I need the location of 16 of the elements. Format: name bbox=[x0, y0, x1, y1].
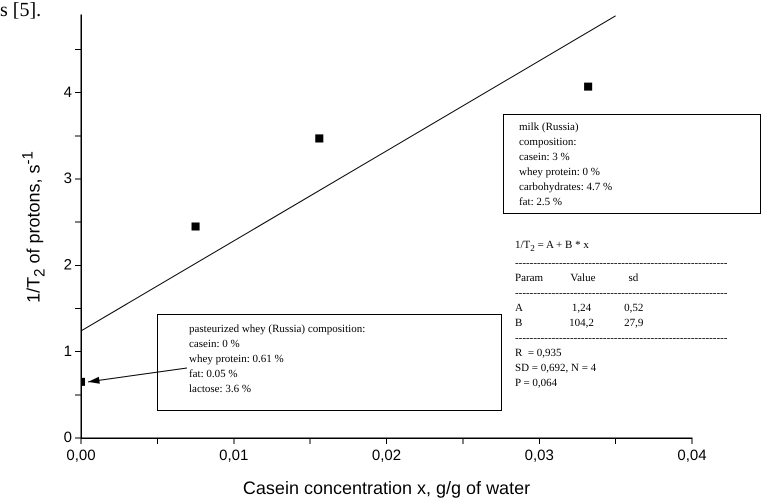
x-tick-label: 0,04 bbox=[677, 447, 707, 464]
x-axis-title: Casein concentration x, g/g of water bbox=[242, 478, 530, 498]
y-tick-label: 0 bbox=[64, 429, 72, 446]
point bbox=[584, 82, 592, 91]
y-tick-label: 3 bbox=[64, 170, 72, 188]
x-tick-label: 0,02 bbox=[372, 447, 402, 464]
text: s [5]. bbox=[0, 0, 42, 21]
x-tick-label: 0,00 bbox=[66, 447, 96, 464]
x-tick-label: 0,01 bbox=[219, 447, 248, 464]
y-tick-label: 2 bbox=[64, 256, 72, 274]
y-tick-label: 1 bbox=[64, 342, 72, 360]
x-tick-label: 0,03 bbox=[524, 447, 554, 464]
text: 1/T$_{2}$ = A + B * x ---------------------------------------------------------- Param Value sd ---------------------------------------------------------- A 1,24 0,52 B 104,2 27,9 ---------------------------------------------------------- R = 0,935 SD = 0,692, N = 4 P = 0,064 bbox=[515, 239, 728, 390]
y-tick-label: 4 bbox=[64, 84, 72, 101]
point bbox=[315, 134, 324, 142]
point bbox=[192, 222, 200, 231]
